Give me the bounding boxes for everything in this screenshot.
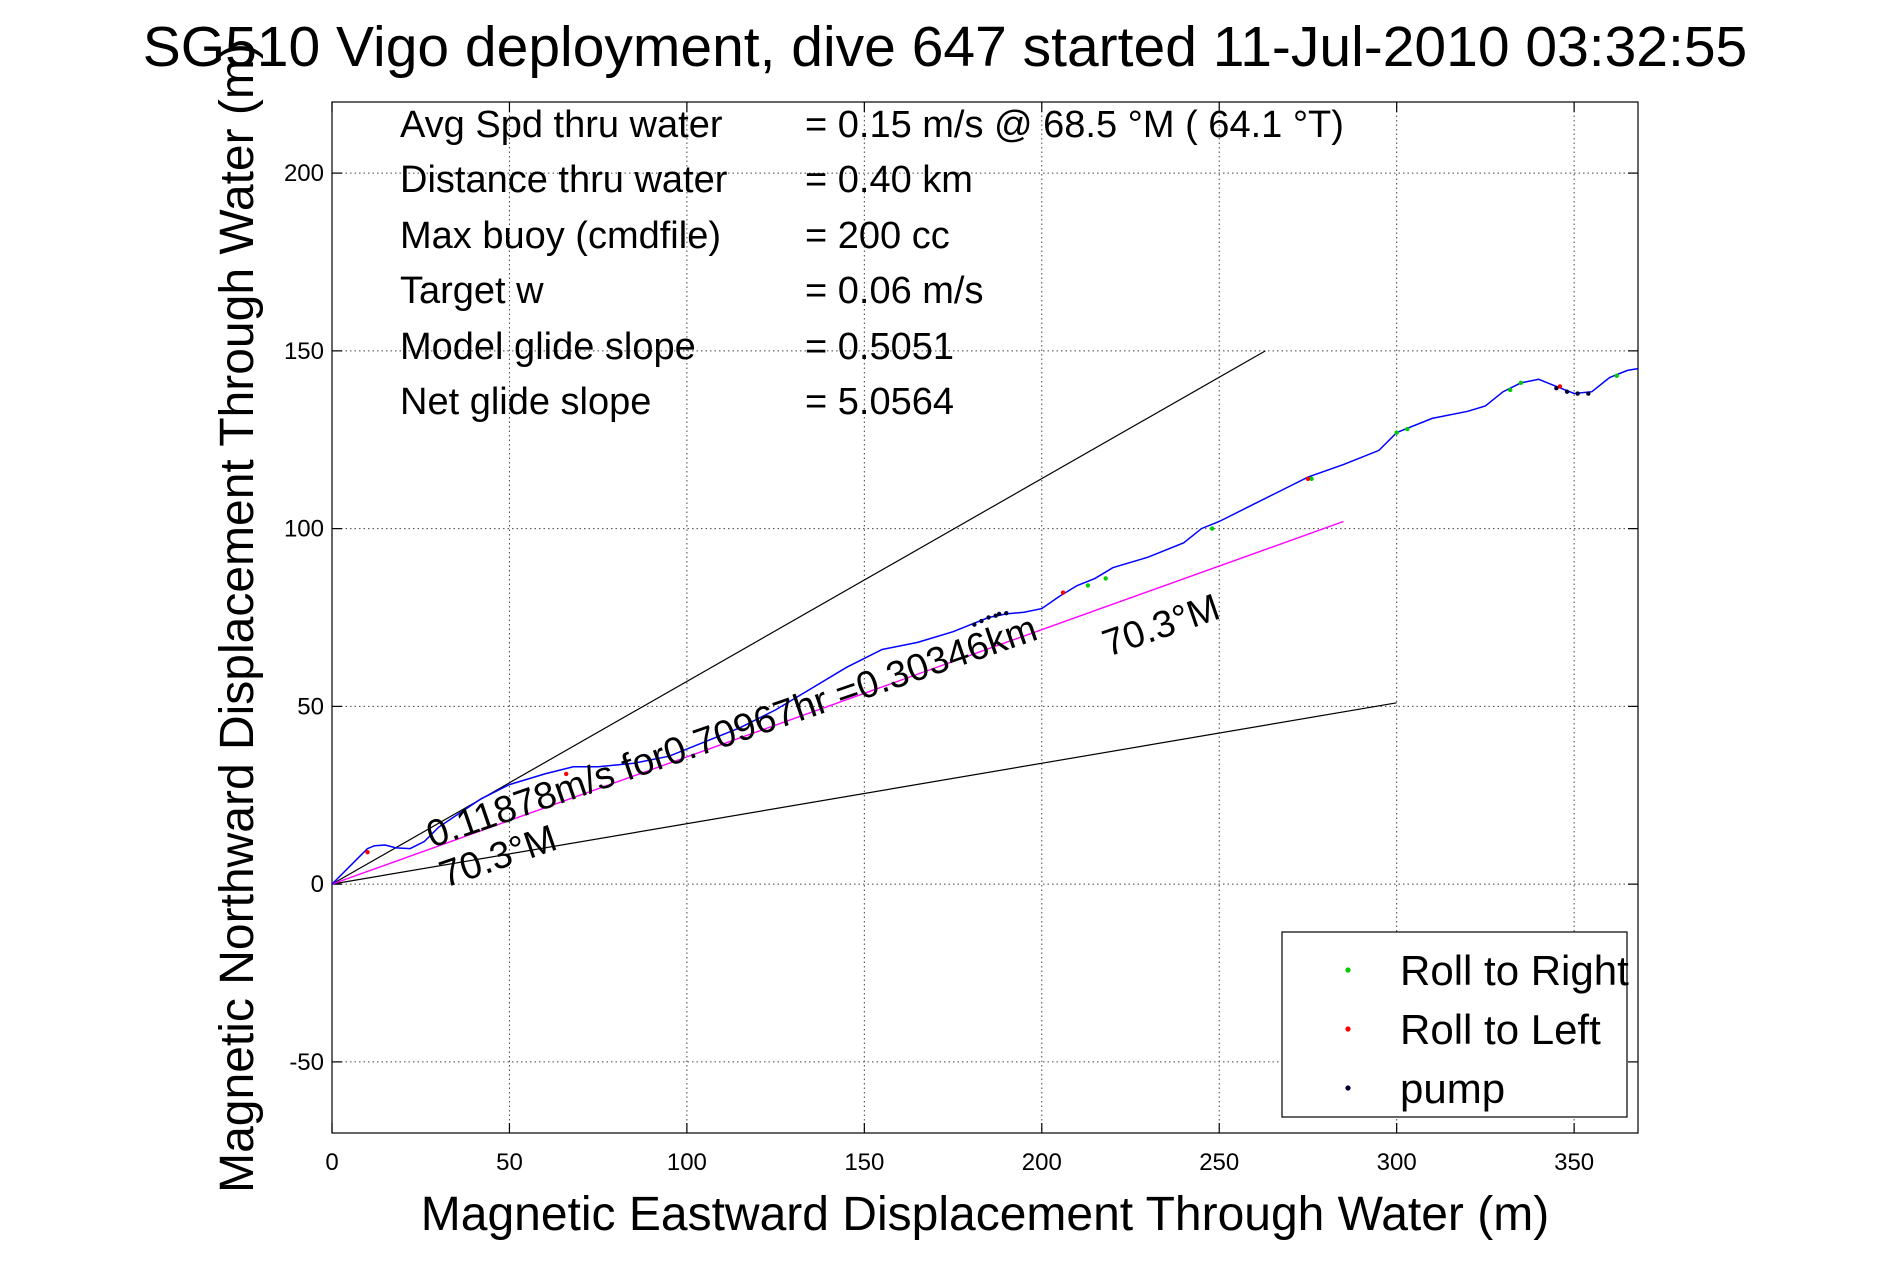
- stat-label: Distance thru water: [400, 159, 728, 201]
- glide-envelope-line: [331, 702, 1397, 885]
- legend-marker: [1345, 1085, 1351, 1091]
- y-tick-label: 150: [284, 338, 324, 365]
- roll-left-marker: [1557, 384, 1563, 389]
- pump-marker: [1575, 391, 1580, 396]
- y-tick-label: -50: [289, 1049, 324, 1076]
- x-tick-label: 0: [325, 1149, 338, 1176]
- roll-left-marker: [365, 849, 370, 855]
- pump-marker: [996, 611, 1002, 617]
- stats-block: Avg Spd thru water = 0.15 m/s @ 68.5 °M (…: [400, 104, 1344, 423]
- x-tick-label: 250: [1199, 1149, 1239, 1176]
- pump-marker: [1586, 391, 1591, 396]
- x-tick-label: 200: [1022, 1149, 1062, 1176]
- roll-right-marker: [1394, 430, 1399, 435]
- roll-right-marker: [1209, 526, 1215, 531]
- pump-marker: [993, 613, 998, 618]
- axis-ticks: 0 50 100 150 200 250 300 350 -50 0 50 100 150 200: [284, 102, 1638, 1176]
- series-layer: [331, 350, 1639, 885]
- roll-right-marker: [1309, 476, 1314, 482]
- pump-marker: [986, 615, 991, 620]
- pump-marker: [1554, 385, 1559, 391]
- stat-value: = 0.06 m/s: [805, 270, 983, 312]
- legend-marker: [1345, 1026, 1351, 1032]
- pump-marker: [972, 622, 977, 627]
- roll-right-marker: [1614, 373, 1619, 378]
- stat-row: Max buoy (cmdfile) = 200 cc: [400, 215, 950, 257]
- stat-label: Avg Spd thru water: [400, 104, 723, 146]
- stat-value: = 200 cc: [805, 215, 950, 257]
- stat-value: = 0.15 m/s @ 68.5 °M ( 64.1 °T): [805, 104, 1344, 146]
- stat-row: Net glide slope = 5.0564: [400, 381, 954, 423]
- roll-right-marker: [1085, 583, 1091, 588]
- x-tick-label: 100: [667, 1149, 707, 1176]
- y-tick-label: 0: [311, 871, 324, 898]
- legend: Roll to Right Roll to Left pump: [1281, 931, 1629, 1118]
- pump-marker: [1564, 389, 1570, 394]
- stat-value: = 0.5051: [805, 326, 954, 368]
- mean-heading-line: [331, 520, 1344, 885]
- x-tick-label: 150: [844, 1149, 884, 1176]
- chart-title: SG510 Vigo deployment, dive 647 started …: [143, 15, 1748, 79]
- legend-box: [1281, 931, 1628, 1118]
- stat-row: Model glide slope = 0.5051: [400, 326, 954, 368]
- stat-label: Model glide slope: [400, 326, 696, 368]
- x-tick-label: 350: [1554, 1149, 1594, 1176]
- stat-row: Distance thru water = 0.40 km: [400, 159, 973, 201]
- stat-row: Target w = 0.06 m/s: [400, 270, 983, 312]
- pump-marker: [979, 618, 984, 624]
- x-tick-label: 50: [496, 1149, 523, 1176]
- legend-label: pump: [1400, 1065, 1505, 1112]
- roll-left-marker: [564, 771, 569, 777]
- grid: [332, 102, 1638, 1133]
- y-axis-label: Magnetic Northward Displacement Through …: [211, 43, 264, 1193]
- legend-marker: [1345, 967, 1351, 973]
- stat-row: Avg Spd thru water = 0.15 m/s @ 68.5 °M (…: [400, 104, 1344, 146]
- pump-marker: [1004, 611, 1009, 616]
- y-tick-label: 100: [284, 516, 324, 543]
- y-tick-label: 200: [284, 160, 324, 187]
- stat-label: Net glide slope: [400, 381, 651, 423]
- y-tick-label: 50: [297, 693, 324, 720]
- roll-right-marker: [1405, 426, 1410, 432]
- roll-left-marker: [1305, 476, 1311, 482]
- plot-area: 0 50 100 150 200 250 300 350 -50 0 50 100 150 200: [284, 101, 1639, 1176]
- roll-right-marker: [1103, 576, 1108, 581]
- stat-label: Max buoy (cmdfile): [400, 215, 721, 257]
- legend-label: Roll to Left: [1400, 1006, 1601, 1053]
- stat-value: = 0.40 km: [805, 159, 973, 201]
- stat-value: = 5.0564: [805, 381, 954, 423]
- x-axis-label: Magnetic Eastward Displacement Through W…: [421, 1188, 1549, 1241]
- legend-label: Roll to Right: [1400, 947, 1629, 994]
- roll-right-marker: [1508, 387, 1513, 393]
- roll-right-marker: [1518, 380, 1524, 386]
- x-tick-label: 300: [1377, 1149, 1417, 1176]
- stat-label: Target w: [400, 270, 544, 312]
- roll-left-marker: [1060, 590, 1066, 595]
